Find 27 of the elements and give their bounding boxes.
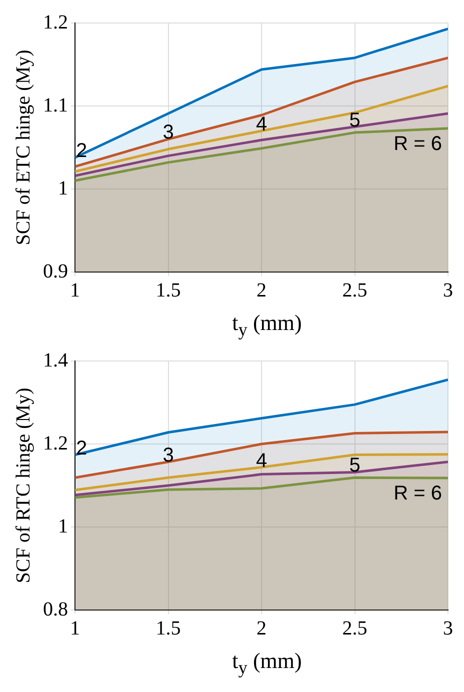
series-label: R = 6 xyxy=(394,482,442,505)
x-tick-label: 2.5 xyxy=(342,617,368,640)
x-tick-label: 1.5 xyxy=(156,617,181,640)
y-tick-label: 1.2 xyxy=(43,432,68,454)
y-tick-label: 0.8 xyxy=(43,598,68,620)
x-tick-label: 3 xyxy=(443,279,453,302)
series-label: 3 xyxy=(162,444,174,466)
y-axis-title: SCF of ETC hinge (My) xyxy=(12,50,34,246)
series-label: R = 6 xyxy=(394,132,442,155)
y-tick-label: 1.1 xyxy=(43,94,68,116)
y-tick-label: 0.9 xyxy=(43,260,68,282)
x-tick-label: 2.5 xyxy=(342,279,368,302)
x-tick-label: 2 xyxy=(256,279,266,302)
y-axis-title: SCF of RTC hinge (My) xyxy=(12,388,34,584)
x-tick-label: 2 xyxy=(256,617,266,640)
x-axis-title: t$_{y}$ (mm) xyxy=(231,309,303,342)
series-label: 5 xyxy=(349,109,360,132)
x-tick-label: 3 xyxy=(443,617,453,640)
series-label: 4 xyxy=(256,113,268,136)
x-axis-title: t$_{y}$ (mm) xyxy=(231,647,303,680)
y-tick-label: 1.4 xyxy=(43,349,68,372)
y-tick-label: 1 xyxy=(58,515,68,538)
series-label: 5 xyxy=(349,454,360,477)
y-tick-label: 1 xyxy=(58,177,68,200)
series-label: 3 xyxy=(162,122,174,144)
x-tick-label: 1.5 xyxy=(156,279,181,302)
y-tick-label: 1.2 xyxy=(43,11,68,34)
